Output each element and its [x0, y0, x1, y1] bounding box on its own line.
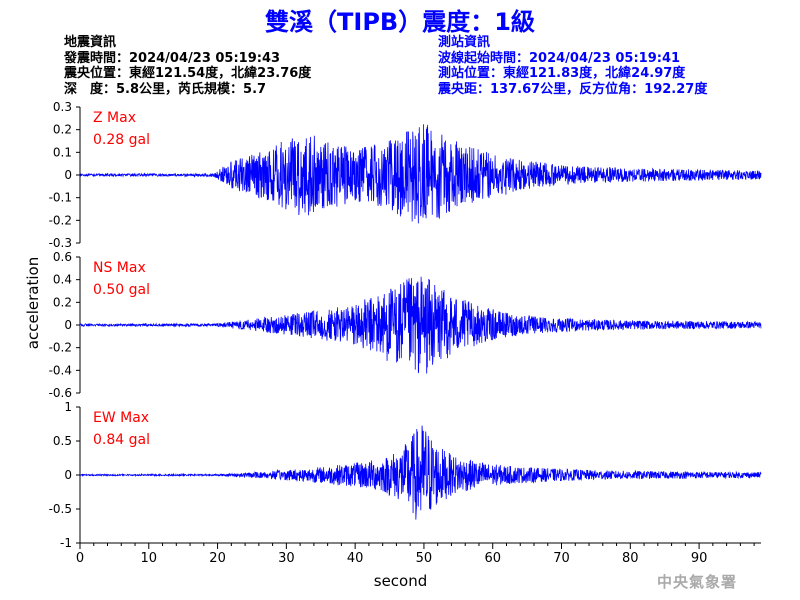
y-tick-label: 0.4 [53, 273, 72, 287]
station-info-header: 測站資訊 [438, 35, 491, 50]
y-tick-label: 0.1 [53, 145, 72, 159]
waveform-trace-ew [79, 425, 762, 520]
x-tick-label: 30 [278, 551, 295, 566]
x-tick-label: 50 [416, 551, 433, 566]
y-tick-label: 0.2 [53, 295, 72, 309]
y-tick-label: -1 [60, 536, 72, 550]
x-tick-label: 10 [141, 551, 158, 566]
x-tick-label: 60 [484, 551, 501, 566]
y-tick-label: 0 [64, 168, 72, 182]
origin-time: 發震時間：2024/04/23 05:19:43 [64, 50, 281, 66]
waveform-trace-z [79, 124, 762, 224]
x-tick-label: 70 [553, 551, 570, 566]
y-tick-label: 0.5 [53, 434, 72, 448]
component-max-value: 0.50 gal [93, 282, 150, 298]
cwa-watermark: 中央氣象署 [657, 573, 738, 591]
component-max-label: EW Max [93, 410, 149, 426]
y-tick-label: -0.4 [49, 363, 72, 377]
y-tick-label: -0.6 [49, 386, 72, 400]
x-tick-label: 80 [622, 551, 639, 566]
x-tick-label: 0 [76, 551, 84, 566]
y-tick-label: -0.1 [49, 191, 72, 205]
y-tick-label: 0.6 [53, 250, 72, 264]
y-tick-label: -0.3 [49, 236, 72, 250]
x-tick-label: 90 [691, 551, 708, 566]
y-tick-label: 0.3 [53, 100, 72, 114]
y-tick-label: 1 [64, 400, 72, 414]
component-max-value: 0.84 gal [93, 432, 150, 448]
station-info: 測站資訊 波線起始時間：2024/04/23 05:19:41 測站位置：東經1… [438, 35, 707, 97]
station-location: 測站位置：東經121.83度，北緯24.97度 [438, 66, 686, 81]
epicenter-location: 震央位置：東經121.54度，北緯23.76度 [64, 66, 312, 81]
y-tick-label: -0.5 [49, 502, 72, 516]
component-max-label: NS Max [93, 260, 146, 276]
y-tick-label: -0.2 [49, 213, 72, 227]
page-title: 雙溪（TIPB）震度：1級 [265, 8, 535, 36]
y-tick-label: 0.2 [53, 123, 72, 137]
earthquake-info: 地震資訊 發震時間：2024/04/23 05:19:43 震央位置：東經121… [64, 35, 311, 97]
earthquake-info-header: 地震資訊 [64, 35, 117, 50]
x-axis-label: second [374, 572, 428, 590]
y-axis-label: acceleration [24, 257, 42, 349]
waveform-trace-ns [79, 276, 762, 374]
depth-magnitude: 深 度：5.8公里，芮氏規模：5.7 [64, 81, 267, 97]
x-tick-label: 40 [347, 551, 364, 566]
wave-start-time: 波線起始時間：2024/04/23 05:19:41 [438, 50, 681, 66]
y-tick-label: 0 [64, 468, 72, 482]
distance-azimuth: 震央距：137.67公里，反方位角：192.27度 [438, 81, 708, 97]
y-tick-label: -0.2 [49, 341, 72, 355]
component-max-value: 0.28 gal [93, 132, 150, 148]
component-max-label: Z Max [93, 110, 136, 126]
x-tick-label: 20 [209, 551, 226, 566]
y-tick-label: 0 [64, 318, 72, 332]
